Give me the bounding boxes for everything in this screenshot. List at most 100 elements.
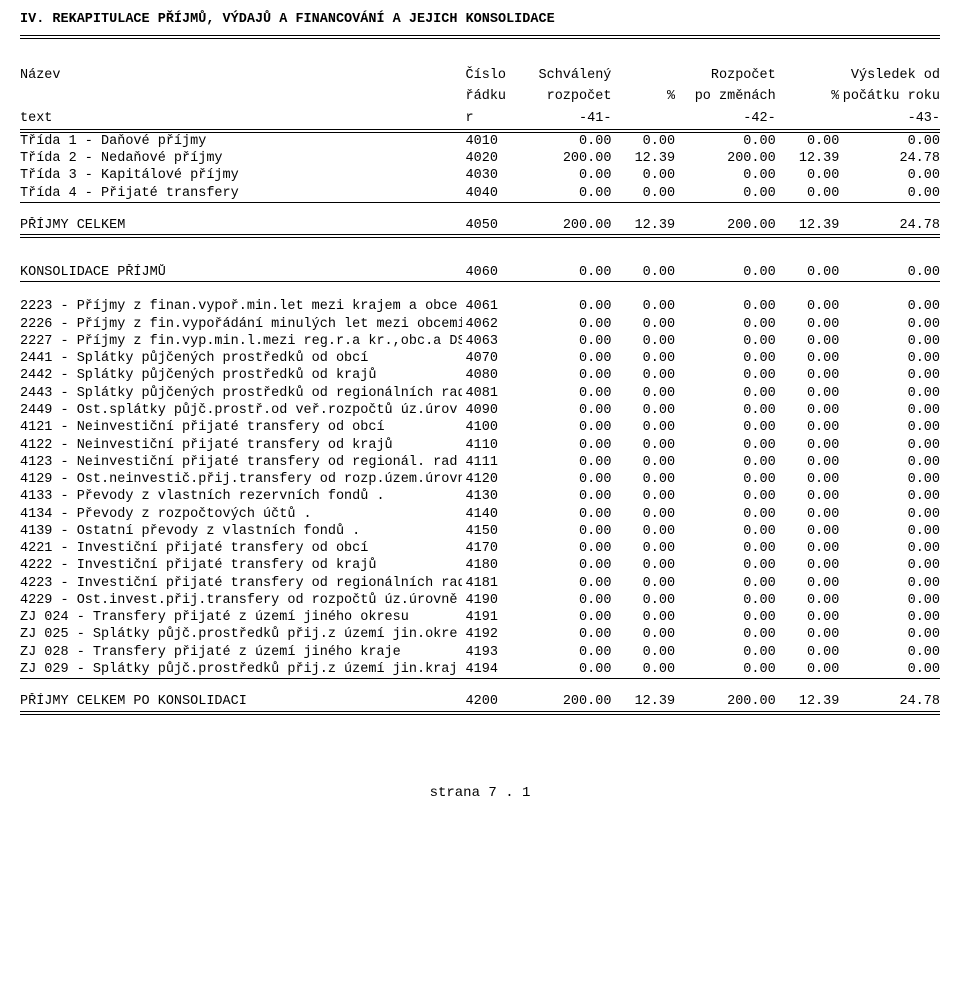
cell-vysl: 0.00 [839,167,940,184]
hdr-pct1-1 [611,65,675,86]
cell-pct1: 0.00 [611,540,675,557]
cell-pct2: 0.00 [776,471,840,488]
cell-vysl: 0.00 [839,540,940,557]
section1-table: Třída 1 - Daňové příjmy40100.000.000.000… [20,133,940,202]
section2-header-table: KONSOLIDACE PŘÍJMŮ 4060 0.00 0.00 0.00 0… [20,264,940,281]
cell-cislo: 4010 [462,133,511,150]
s1t-pct2: 12.39 [776,217,840,234]
cell-pct1: 0.00 [611,367,675,384]
cell-po: 0.00 [675,488,776,505]
cell-po: 0.00 [675,333,776,350]
cell-pct2: 0.00 [776,557,840,574]
cell-pct1: 0.00 [611,488,675,505]
table-row: 4129 - Ost.neinvestič.přij.transfery od … [20,471,940,488]
s1t-vysl: 24.78 [839,217,940,234]
cell-pct2: 0.00 [776,437,840,454]
cell-pct1: 0.00 [611,609,675,626]
cell-pct2: 0.00 [776,367,840,384]
cell-pct2: 0.00 [776,575,840,592]
table-row: ZJ 024 - Transfery přijaté z území jinéh… [20,609,940,626]
s2t-sch: 200.00 [511,693,612,710]
cell-vysl: 0.00 [839,419,940,436]
cell-pct1: 0.00 [611,454,675,471]
hdr-vysl-2: počátku roku [839,86,940,107]
cell-pct1: 0.00 [611,506,675,523]
cell-vysl: 0.00 [839,626,940,643]
cell-sch: 0.00 [511,333,612,350]
table-row: 4133 - Převody z vlastních rezervních fo… [20,488,940,505]
hdr-po-3: -42- [675,108,776,129]
section2-total-rule [20,711,940,715]
hdr-pct2-3 [776,108,840,129]
cell-cislo: 4040 [462,185,511,202]
hdr-vysl-3: -43- [839,108,940,129]
cell-name: 4221 - Investiční přijaté transfery od o… [20,540,462,557]
section2-total-row: PŘÍJMY CELKEM PO KONSOLIDACI 4200 200.00… [20,693,940,710]
section1-total-row: PŘÍJMY CELKEM 4050 200.00 12.39 200.00 1… [20,217,940,234]
table-row: 2441 - Splátky půjčených prostředků od o… [20,350,940,367]
cell-cislo: 4030 [462,167,511,184]
cell-vysl: 0.00 [839,367,940,384]
hdr-pct2-2: % [776,86,840,107]
cell-name: 2442 - Splátky půjčených prostředků od k… [20,367,462,384]
cell-pct1: 0.00 [611,523,675,540]
cell-po: 0.00 [675,419,776,436]
page-footer: strana 7 . 1 [20,785,940,801]
cell-sch: 0.00 [511,575,612,592]
s1t-pct1: 12.39 [611,217,675,234]
cell-vysl: 0.00 [839,298,940,315]
cell-pct2: 12.39 [776,150,840,167]
cell-pct1: 0.00 [611,575,675,592]
cell-vysl: 0.00 [839,506,940,523]
cell-name: 2223 - Příjmy z finan.vypoř.min.let mezi… [20,298,462,315]
cell-vysl: 0.00 [839,575,940,592]
cell-sch: 0.00 [511,609,612,626]
cell-po: 0.00 [675,575,776,592]
cell-name: 4229 - Ost.invest.přij.transfery od rozp… [20,592,462,609]
cell-po: 0.00 [675,385,776,402]
cell-sch: 0.00 [511,185,612,202]
cell-cislo: 4100 [462,419,511,436]
section1-total-table: PŘÍJMY CELKEM 4050 200.00 12.39 200.00 1… [20,203,940,234]
header-row-1: Název Číslo Schválený Rozpočet Výsledek … [20,65,940,86]
table-row: Třída 1 - Daňové příjmy40100.000.000.000… [20,133,940,150]
hdr-sch-3: -41- [511,108,612,129]
cell-name: 4129 - Ost.neinvestič.přij.transfery od … [20,471,462,488]
cell-sch: 0.00 [511,523,612,540]
hdr-name-2 [20,86,462,107]
cell-name: 4139 - Ostatní převody z vlastních fondů… [20,523,462,540]
cell-name: 4134 - Převody z rozpočtových účtů . [20,506,462,523]
cell-pct1: 0.00 [611,316,675,333]
cell-sch: 0.00 [511,557,612,574]
hdr-name-1: Název [20,65,462,86]
cell-pct2: 0.00 [776,333,840,350]
cell-cislo: 4194 [462,661,511,678]
cell-sch: 0.00 [511,661,612,678]
s1t-po: 200.00 [675,217,776,234]
cell-po: 0.00 [675,626,776,643]
cell-sch: 0.00 [511,506,612,523]
cell-sch: 0.00 [511,437,612,454]
s2t-cislo: 4200 [462,693,511,710]
cell-vysl: 0.00 [839,488,940,505]
hdr-sch-1: Schválený [511,65,612,86]
cell-po: 0.00 [675,661,776,678]
cell-po: 0.00 [675,644,776,661]
cell-sch: 0.00 [511,471,612,488]
cell-vysl: 0.00 [839,454,940,471]
s2h-vysl: 0.00 [839,264,940,281]
table-row: 4229 - Ost.invest.přij.transfery od rozp… [20,592,940,609]
table-row: ZJ 029 - Splátky půjč.prostředků přij.z … [20,661,940,678]
cell-pct2: 0.00 [776,626,840,643]
cell-sch: 0.00 [511,454,612,471]
cell-pct2: 0.00 [776,298,840,315]
s2h-name: KONSOLIDACE PŘÍJMŮ [20,264,462,281]
cell-pct2: 0.00 [776,167,840,184]
cell-vysl: 0.00 [839,185,940,202]
cell-name: 4222 - Investiční přijaté transfery od k… [20,557,462,574]
section2-header-row: KONSOLIDACE PŘÍJMŮ 4060 0.00 0.00 0.00 0… [20,264,940,281]
s2t-pct1: 12.39 [611,693,675,710]
table-row: 2443 - Splátky půjčených prostředků od r… [20,385,940,402]
cell-cislo: 4111 [462,454,511,471]
cell-name: ZJ 025 - Splátky půjč.prostředků přij.z … [20,626,462,643]
